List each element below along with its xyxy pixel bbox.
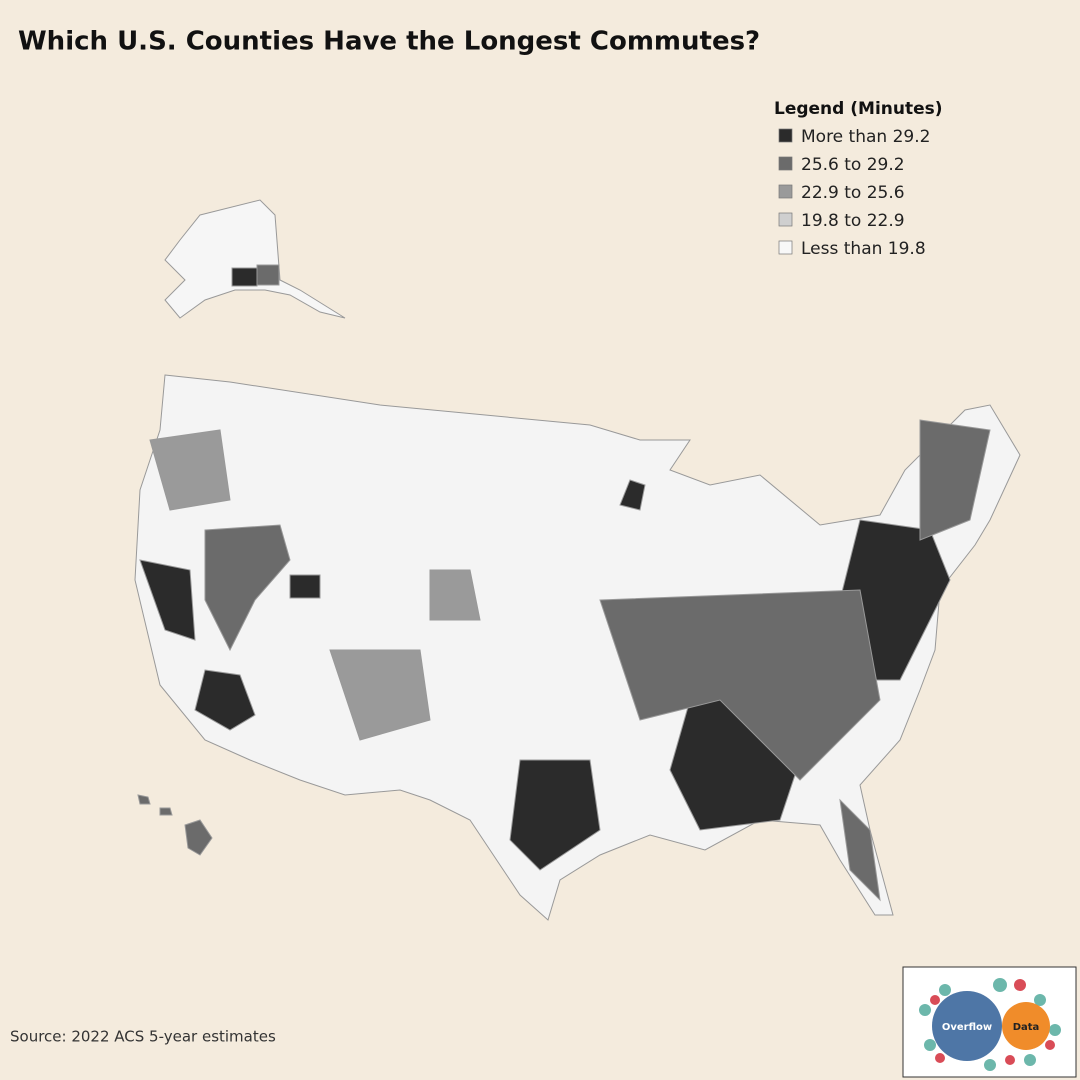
- legend-swatch: [778, 128, 793, 143]
- logo-circle: [1002, 1002, 1050, 1050]
- light-region: [149, 429, 481, 741]
- source: Source: 2022 ACS 5-year estimates: [10, 1028, 276, 1046]
- title: Which U.S. Counties Have the Longest Com…: [18, 27, 760, 57]
- legend: Legend (Minutes) More than 29.2 25.6 to 2…: [774, 99, 943, 259]
- logo-text: Data: [1013, 1022, 1040, 1033]
- alaska-patch: [256, 264, 280, 286]
- legend-label: More than 29.2: [801, 127, 930, 147]
- logo-dots: [930, 979, 1055, 1065]
- logo-text: Overflow: [942, 1022, 992, 1033]
- contiguous-us: [134, 374, 1021, 921]
- dark-region: [139, 479, 646, 731]
- mid-region: [204, 419, 991, 902]
- legend-label: Less than 19.8: [801, 239, 926, 259]
- legend-label: 19.8 to 22.9: [801, 211, 905, 231]
- legend-swatch: [778, 212, 793, 227]
- legend-swatch: [778, 240, 793, 255]
- alaska: [164, 199, 346, 319]
- legend-label: 25.6 to 29.2: [801, 155, 905, 175]
- legend-swatch: [778, 156, 793, 171]
- logo: Overflow Data: [902, 966, 1077, 1078]
- legend-label: 22.9 to 25.6: [801, 183, 905, 203]
- logo-circle: [932, 991, 1002, 1061]
- legend-title: Legend (Minutes): [774, 99, 943, 119]
- hawaii: [137, 794, 213, 856]
- legend-swatch: [778, 184, 793, 199]
- map: [134, 199, 1021, 921]
- logo-dots: [919, 978, 1061, 1071]
- alaska-patch: [231, 267, 258, 287]
